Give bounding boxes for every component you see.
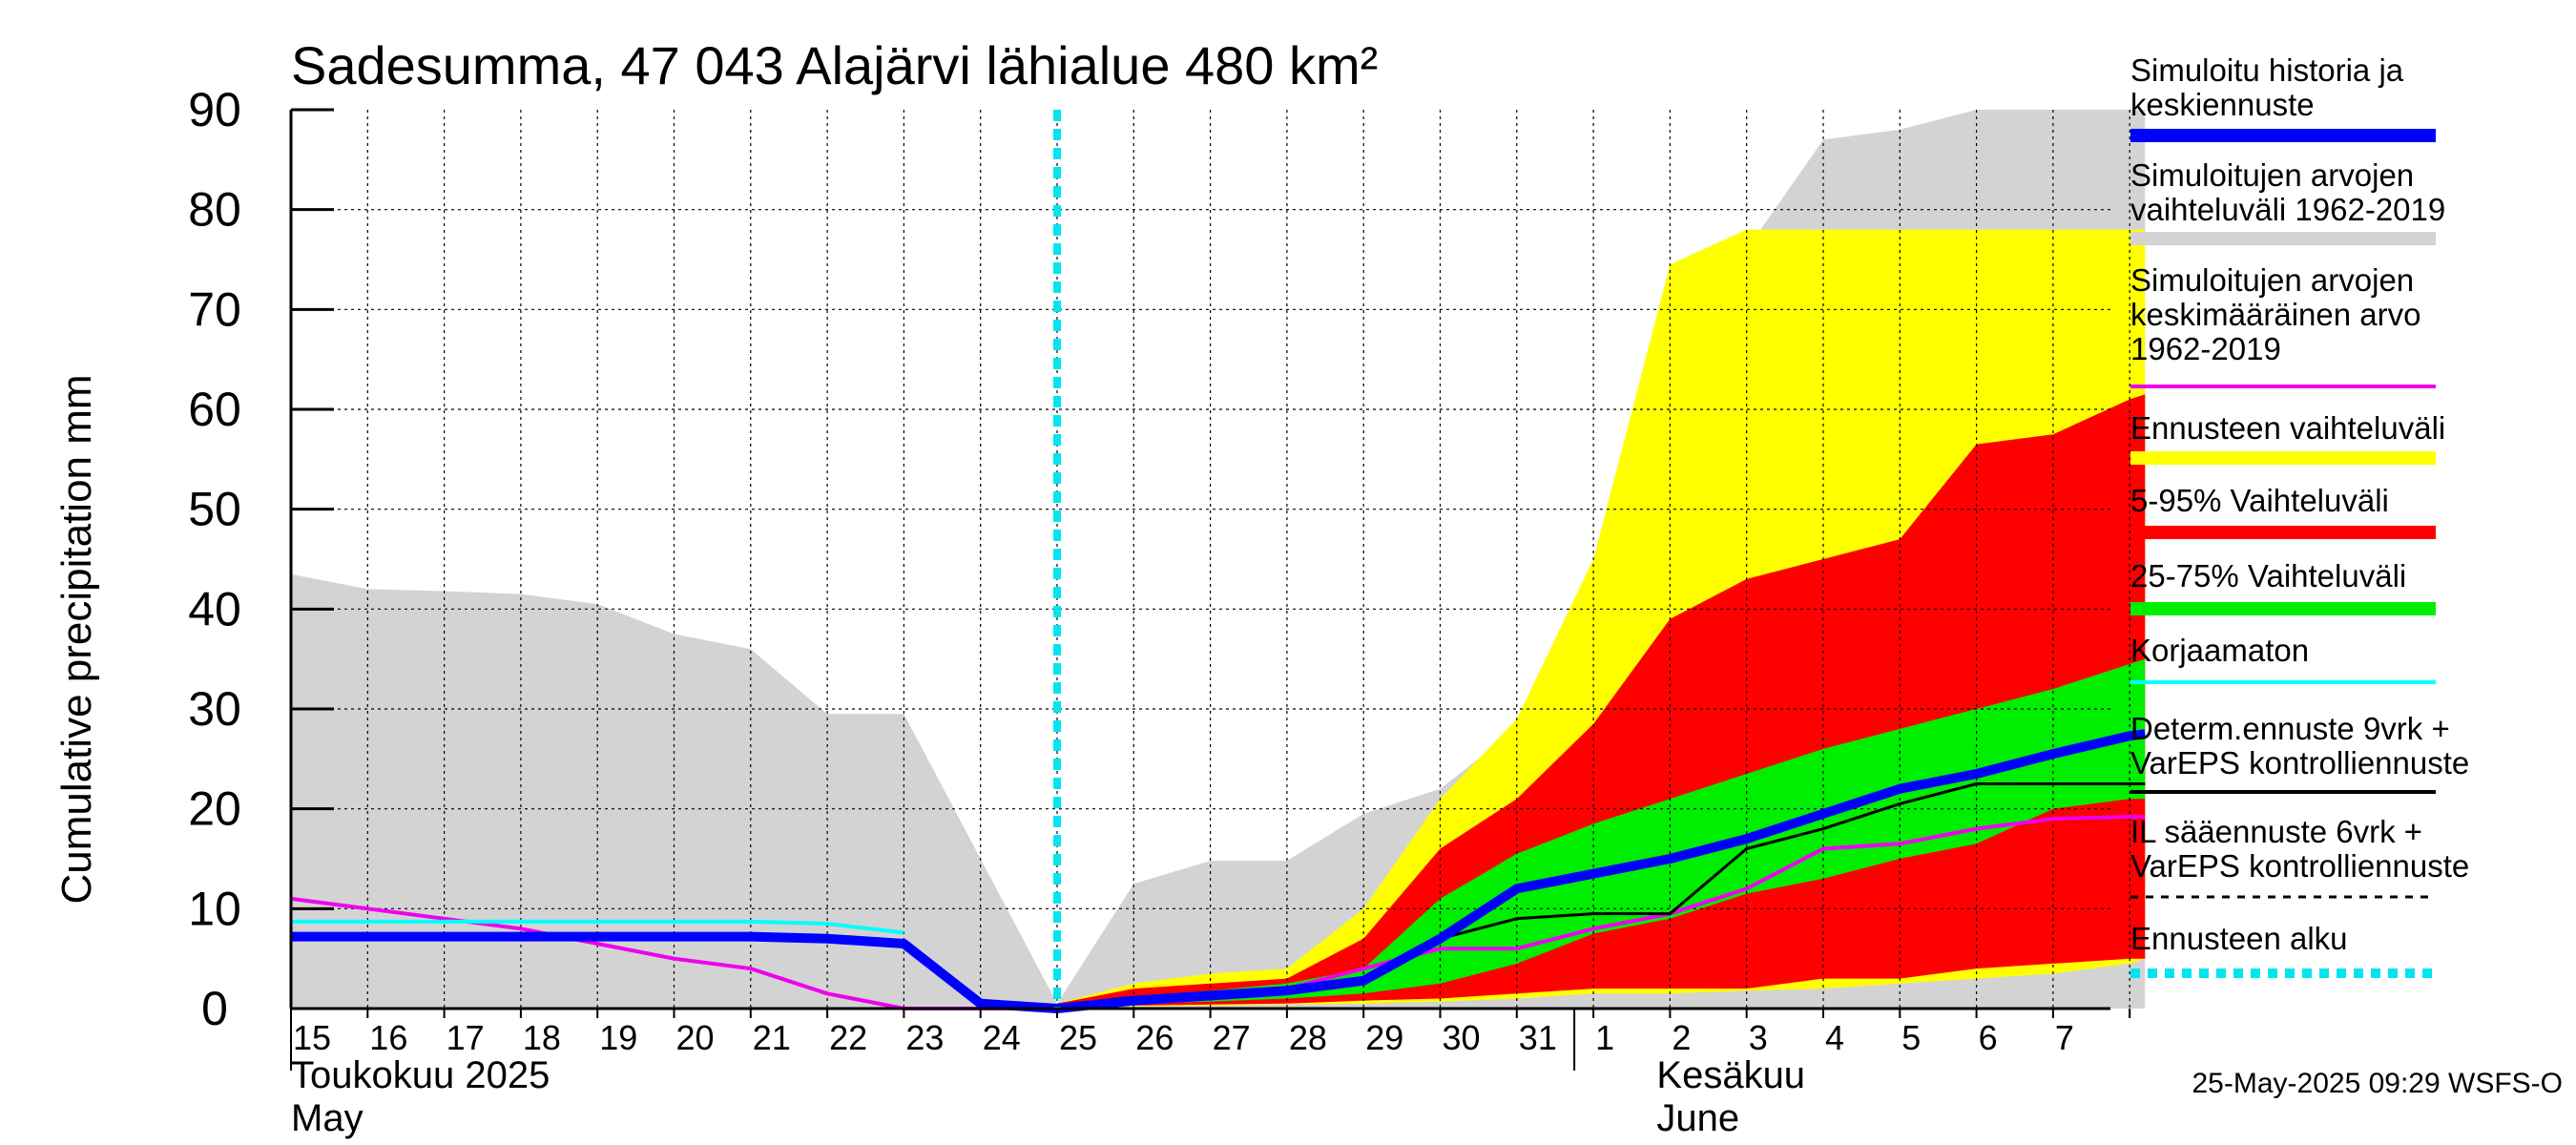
x-tick-label: 7 bbox=[2055, 1018, 2074, 1057]
x-tick-label: 17 bbox=[447, 1018, 485, 1057]
x-tick-label: 31 bbox=[1519, 1018, 1557, 1057]
month-label-fi: Kesäkuu bbox=[1656, 1054, 1805, 1096]
legend-label: vaihteluväli 1962-2019 bbox=[2130, 192, 2445, 227]
y-tick-label: 50 bbox=[188, 483, 241, 536]
month-label-fi: Toukokuu 2025 bbox=[291, 1054, 550, 1096]
band-p25-75 bbox=[1057, 658, 2146, 1006]
y-tick-label: 10 bbox=[188, 882, 241, 935]
x-tick-label: 25 bbox=[1059, 1018, 1097, 1057]
month-label-en: June bbox=[1656, 1097, 1739, 1139]
legend-label: IL sääennuste 6vrk + bbox=[2130, 814, 2422, 849]
x-tick-label: 3 bbox=[1749, 1018, 1768, 1057]
legend-label: keskiennuste bbox=[2130, 87, 2315, 122]
legend-label: 25-75% Vaihteluväli bbox=[2130, 558, 2406, 593]
legend-label: Korjaamaton bbox=[2130, 633, 2309, 668]
timestamp-footer: 25-May-2025 09:29 WSFS-O bbox=[2192, 1068, 2564, 1099]
legend-label: Determ.ennuste 9vrk + bbox=[2130, 711, 2450, 746]
month-label-en: May bbox=[291, 1097, 364, 1139]
x-tick-label: 18 bbox=[523, 1018, 561, 1057]
x-tick-label: 5 bbox=[1901, 1018, 1921, 1057]
legend-label: Ennusteen alku bbox=[2130, 921, 2348, 956]
x-tick-label: 24 bbox=[983, 1018, 1021, 1057]
y-tick-label: 60 bbox=[188, 383, 241, 436]
x-tick-label: 28 bbox=[1289, 1018, 1327, 1057]
band-layer bbox=[291, 110, 2146, 1009]
y-tick-label: 30 bbox=[188, 682, 241, 736]
y-tick-label: 20 bbox=[188, 782, 241, 836]
chart-title: Sadesumma, 47 043 Alajärvi lähialue 480 … bbox=[291, 35, 1378, 95]
x-tick-label: 16 bbox=[369, 1018, 407, 1057]
legend-label: Simuloitujen arvojen bbox=[2130, 262, 2414, 298]
x-tick-label: 15 bbox=[293, 1018, 331, 1057]
y-tick-label: 40 bbox=[188, 582, 241, 635]
x-tick-label: 22 bbox=[829, 1018, 867, 1057]
x-tick-label: 23 bbox=[905, 1018, 944, 1057]
y-tick-label: 0 bbox=[201, 982, 228, 1035]
x-tick-label: 29 bbox=[1365, 1018, 1403, 1057]
series-layer bbox=[290, 110, 2146, 1013]
x-tick-label: 19 bbox=[599, 1018, 637, 1057]
x-tick-label: 30 bbox=[1443, 1018, 1481, 1057]
legend-label: Simuloitu historia ja bbox=[2130, 52, 2404, 88]
y-tick-label: 70 bbox=[188, 282, 241, 336]
y-tick-label: 90 bbox=[188, 83, 241, 136]
x-tick-label: 1 bbox=[1595, 1018, 1614, 1057]
legend-label: 1962-2019 bbox=[2130, 331, 2281, 366]
x-tick-label: 20 bbox=[676, 1018, 715, 1057]
y-axis-label: Cumulative precipitation mm bbox=[53, 374, 100, 904]
x-tick-label: 26 bbox=[1135, 1018, 1174, 1057]
x-tick-label: 6 bbox=[1979, 1018, 1998, 1057]
x-tick-label: 21 bbox=[753, 1018, 791, 1057]
legend-label: Simuloitujen arvojen bbox=[2130, 157, 2414, 193]
grid-layer bbox=[291, 110, 2130, 1009]
legend-label: VarEPS kontrolliennuste bbox=[2130, 848, 2469, 884]
y-tick-label: 80 bbox=[188, 183, 241, 237]
legend-label: 5-95% Vaihteluväli bbox=[2130, 483, 2389, 518]
x-tick-label: 27 bbox=[1213, 1018, 1251, 1057]
x-tick-label: 4 bbox=[1825, 1018, 1844, 1057]
legend-label: VarEPS kontrolliennuste bbox=[2130, 745, 2469, 781]
legend-label: keskimääräinen arvo bbox=[2130, 297, 2420, 332]
series-line-median bbox=[291, 729, 2146, 1013]
series-line-uncorrected bbox=[291, 919, 904, 935]
x-tick-label: 2 bbox=[1672, 1018, 1691, 1057]
legend-label: Ennusteen vaihteluväli bbox=[2130, 410, 2445, 446]
